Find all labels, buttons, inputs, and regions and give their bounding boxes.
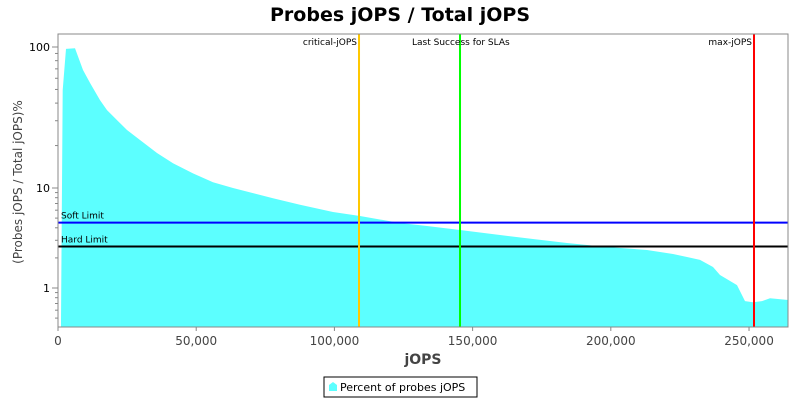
legend: Percent of probes jOPS (323, 376, 478, 398)
chart-title: Probes jOPS / Total jOPS (270, 4, 530, 26)
x-tick-label: 200,000 (586, 334, 636, 348)
y-tick-label: 100 (29, 41, 50, 54)
marker-label-2: max-jOPS (708, 38, 752, 48)
x-axis-label: jOPS (403, 352, 441, 368)
marker-label-1: Last Success for SLAs (412, 38, 510, 48)
x-tick-label: 150,000 (448, 334, 498, 348)
legend-box (323, 376, 478, 398)
y-tick-label: 10 (36, 182, 50, 195)
y-tick-label: 1 (43, 282, 50, 295)
legend-marker-icon (329, 382, 337, 391)
x-tick-label: 0 (54, 334, 62, 348)
y-axis-label: (Probes jOPS / Total jOPS)% (11, 100, 25, 264)
marker-label-0: critical-jOPS (303, 38, 357, 48)
limit-label-soft: Soft Limit (61, 212, 104, 222)
x-tick-label: 50,000 (175, 334, 217, 348)
x-tick-label: 100,000 (310, 334, 360, 348)
legend-entry: Percent of probes jOPS (340, 381, 465, 394)
plot-border (57, 33, 789, 328)
plot-area: Soft Limit Hard Limit critical-jOPS Last Su… (29, 33, 789, 348)
x-tick-label: 250,000 (724, 334, 774, 348)
limit-label-hard: Hard Limit (61, 236, 108, 246)
area-series-probes-jops (60, 48, 788, 327)
